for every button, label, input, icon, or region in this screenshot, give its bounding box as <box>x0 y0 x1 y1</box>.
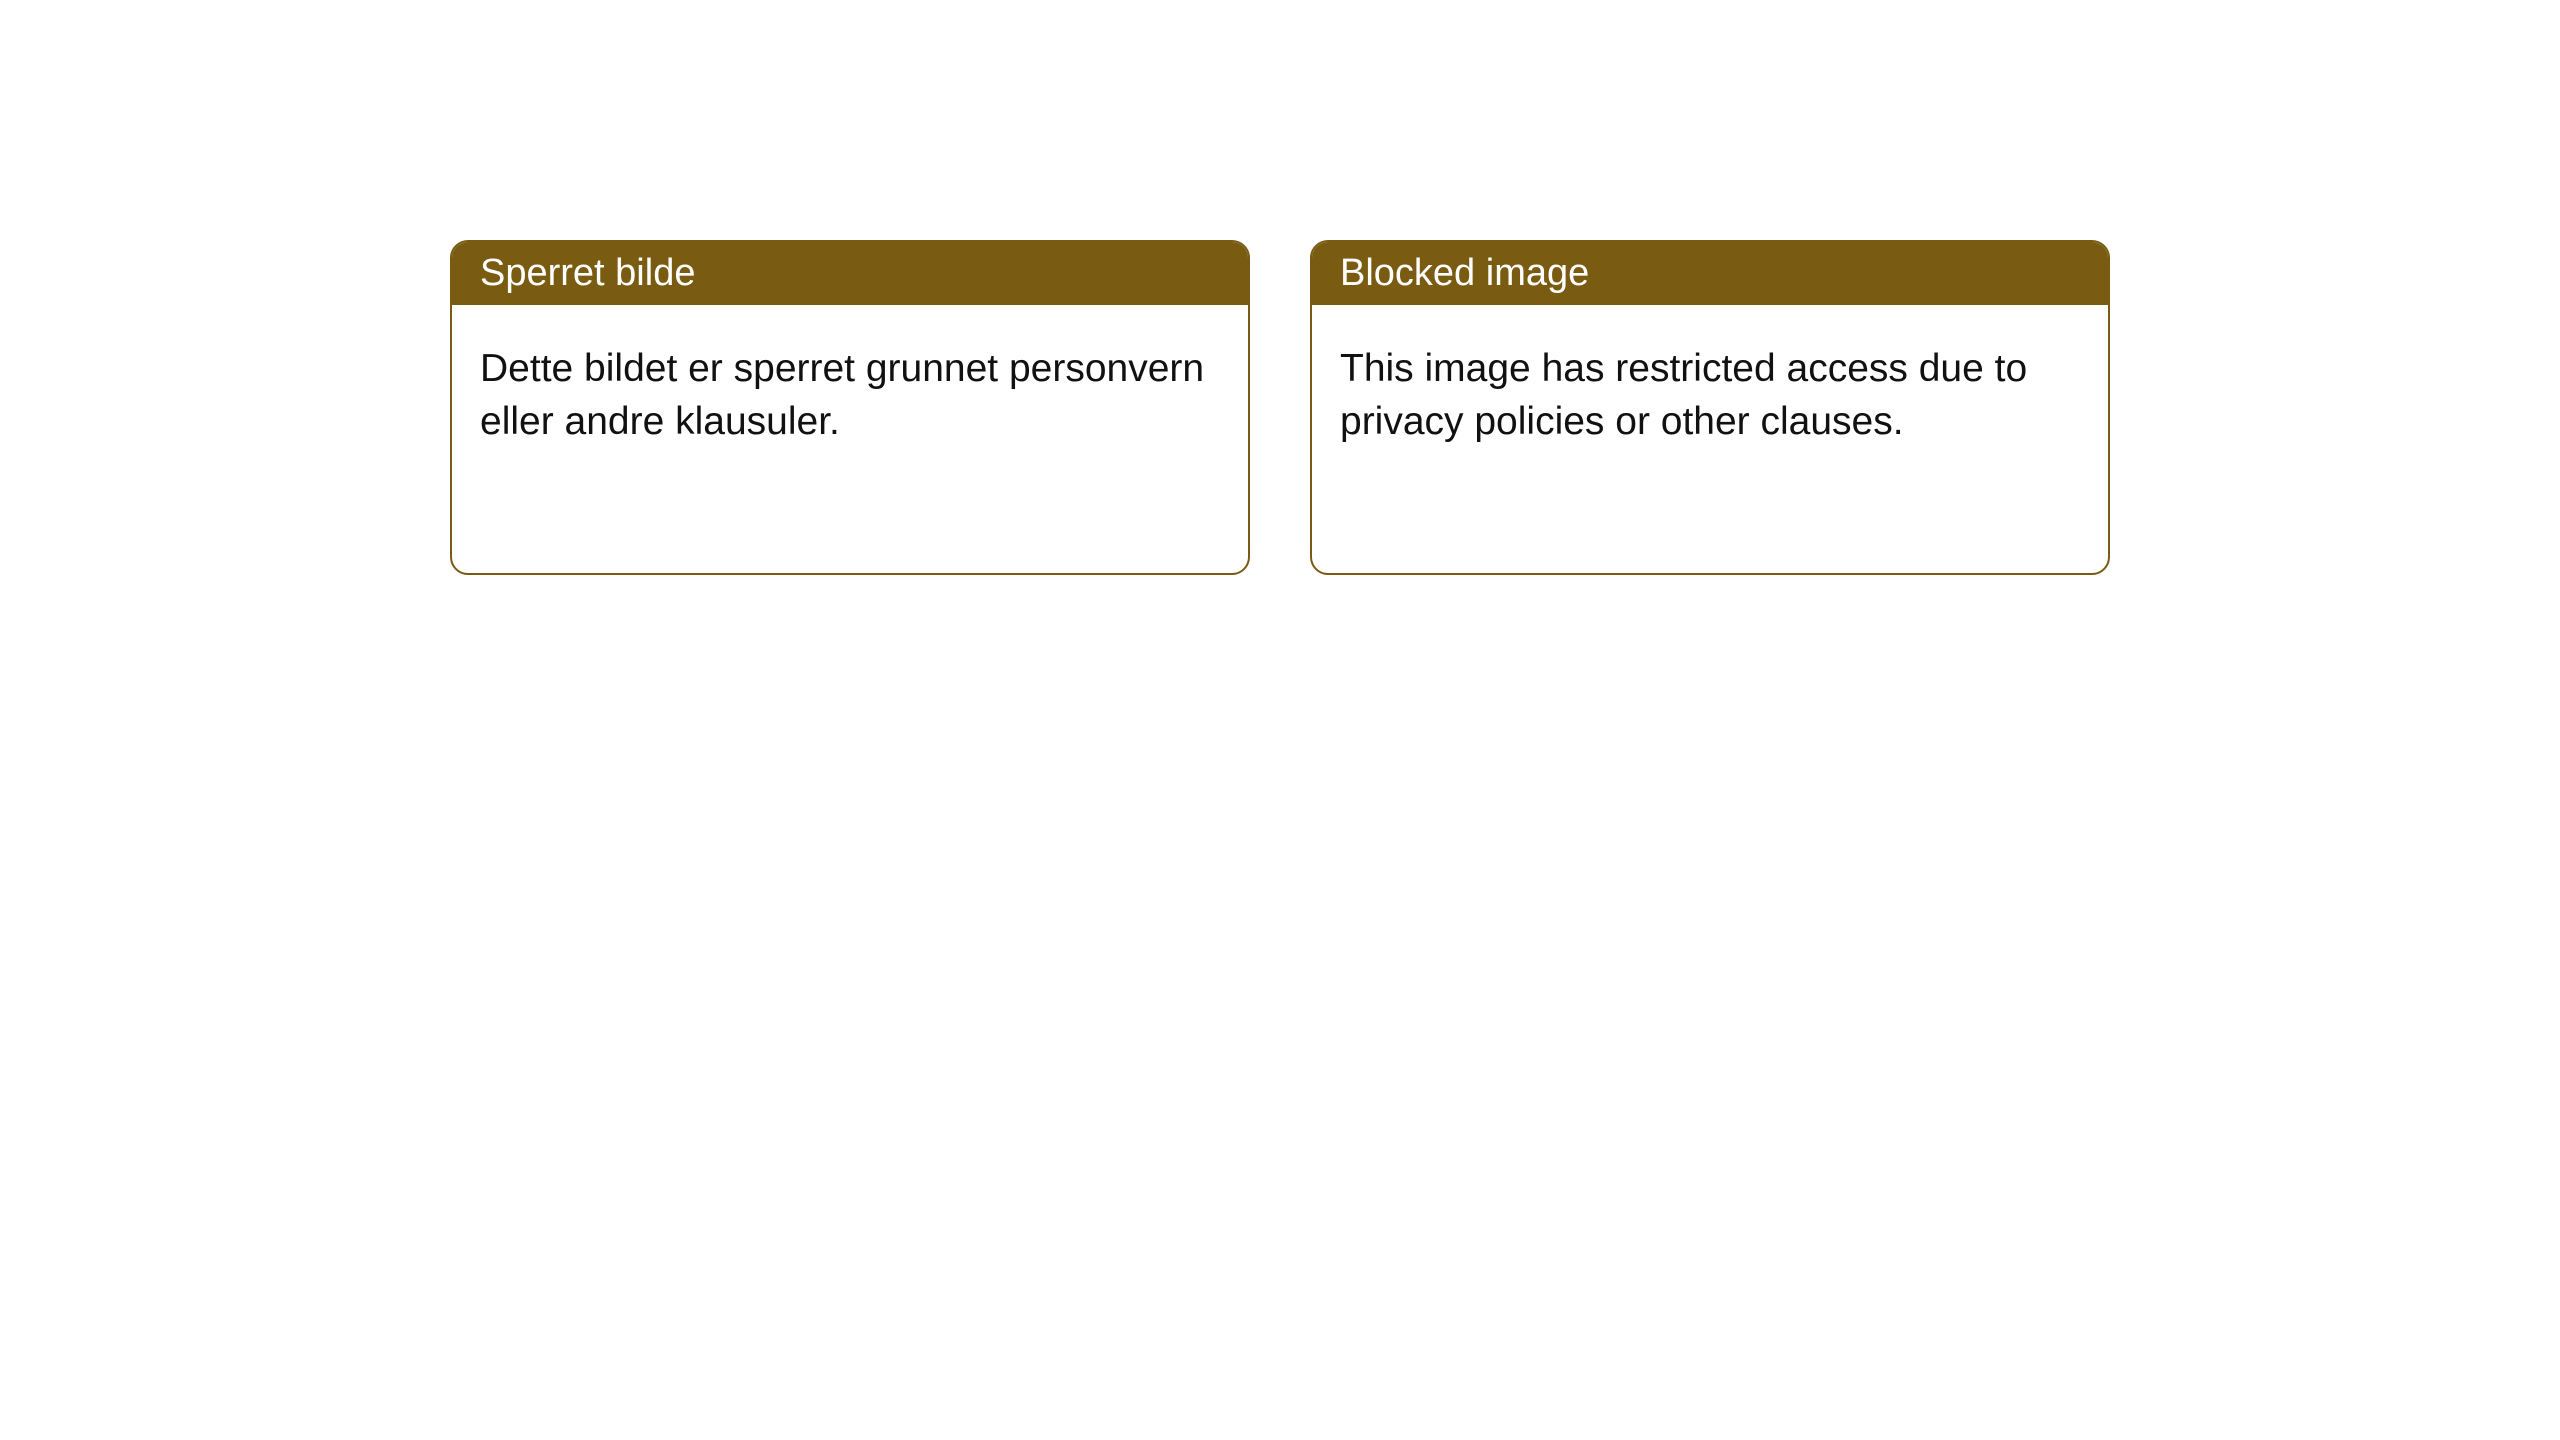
notice-card-norwegian: Sperret bilde Dette bildet er sperret gr… <box>450 240 1250 575</box>
card-body-english: This image has restricted access due to … <box>1312 305 2108 486</box>
notice-container: Sperret bilde Dette bildet er sperret gr… <box>450 240 2110 575</box>
card-header-norwegian: Sperret bilde <box>452 242 1248 305</box>
notice-card-english: Blocked image This image has restricted … <box>1310 240 2110 575</box>
card-header-english: Blocked image <box>1312 242 2108 305</box>
card-body-norwegian: Dette bildet er sperret grunnet personve… <box>452 305 1248 486</box>
